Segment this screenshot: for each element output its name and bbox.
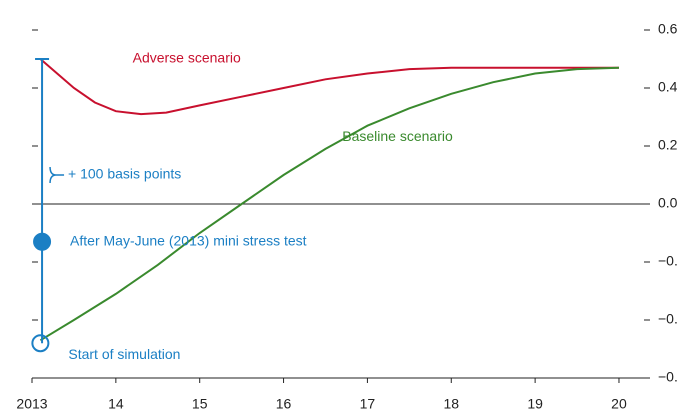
bracket-label: + 100 basis points: [68, 166, 181, 182]
y-tick-label: −0.2: [658, 253, 678, 269]
x-tick-label: 15: [192, 396, 208, 412]
x-tick-label: 17: [360, 396, 376, 412]
y-tick-label: −0.6: [658, 369, 678, 385]
point: [33, 232, 52, 251]
point-label: After May-June (2013) mini stress test: [70, 232, 307, 248]
point-label: Start of simulation: [68, 346, 180, 362]
bracket-brace: [49, 166, 65, 184]
x-tick-label: 14: [108, 396, 124, 412]
x-tick-label: 2013: [16, 396, 47, 412]
x-tick-label: 18: [443, 396, 459, 412]
series-label: Baseline scenario: [342, 128, 453, 144]
point: [31, 334, 50, 353]
y-tick-label: −0.4: [658, 311, 678, 327]
line-series: [39, 58, 619, 116]
y-tick-label: 0.0: [658, 195, 678, 211]
x-tick-label: 20: [611, 396, 627, 412]
y-tick-label: 0.4: [658, 79, 678, 95]
y-tick-label: 0.6: [658, 21, 678, 37]
x-tick-label: 19: [527, 396, 543, 412]
y-tick-label: 0.2: [658, 137, 678, 153]
series-label: Adverse scenario: [133, 50, 241, 66]
line-series: [39, 66, 620, 342]
x-tick-label: 16: [276, 396, 292, 412]
